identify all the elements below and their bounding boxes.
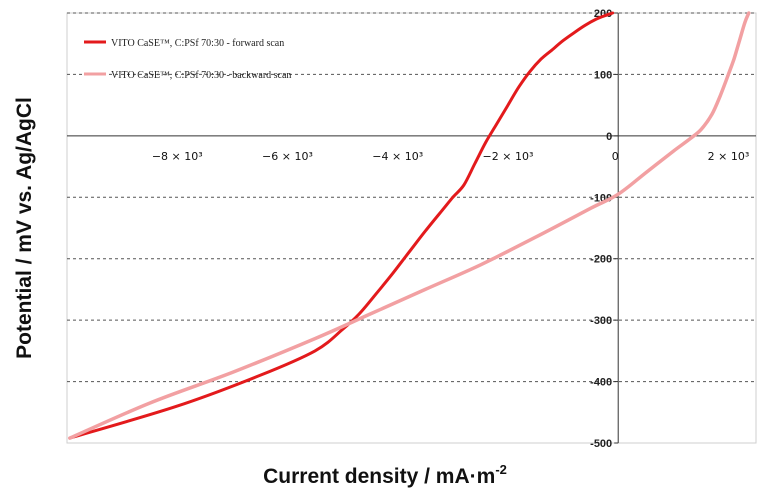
legend-label-backward: VITO CaSE™, C:PSf 70:30 - backward scan bbox=[111, 70, 291, 81]
x-axis-title-sup: -2 bbox=[495, 462, 507, 477]
legend-label-forward: VITO CaSE™, C:PSf 70:30 - forward scan bbox=[111, 38, 284, 49]
x-tick-label: −6 × 10³ bbox=[262, 150, 313, 163]
series-line-backward-scan bbox=[68, 11, 751, 440]
x-axis-title-main: Current density / mA·m bbox=[263, 465, 495, 488]
x-tick-label: −8 × 10³ bbox=[152, 150, 203, 163]
y-tick-label: 0 bbox=[606, 131, 612, 143]
y-axis-title: Potential / mV vs. Ag/AgCl bbox=[13, 97, 36, 359]
legend: VITO CaSE™, C:PSf 70:30 - forward scan V… bbox=[84, 38, 291, 81]
series-line-forward-scan bbox=[68, 11, 615, 440]
x-tick-label: 2 × 10³ bbox=[708, 150, 750, 163]
x-tick-label: 0 bbox=[612, 150, 619, 163]
y-tick-label: -300 bbox=[590, 315, 612, 327]
y-tick-label: -400 bbox=[590, 377, 612, 389]
x-tick-label: −4 × 10³ bbox=[372, 150, 423, 163]
axes bbox=[67, 12, 756, 444]
y-tick-label: 100 bbox=[594, 69, 612, 81]
y-tick-label: -500 bbox=[590, 438, 612, 450]
x-tick-labels: −8 × 10³ −6 × 10³ −4 × 10³ −2 × 10³ 0 2 × 10³ bbox=[152, 150, 749, 163]
grid bbox=[67, 12, 756, 383]
y-tick-label: -200 bbox=[590, 254, 612, 266]
x-tick-label: −2 × 10³ bbox=[483, 150, 534, 163]
series-group bbox=[68, 11, 751, 440]
x-axis-title: Current density / mA·m-2 bbox=[263, 462, 507, 488]
